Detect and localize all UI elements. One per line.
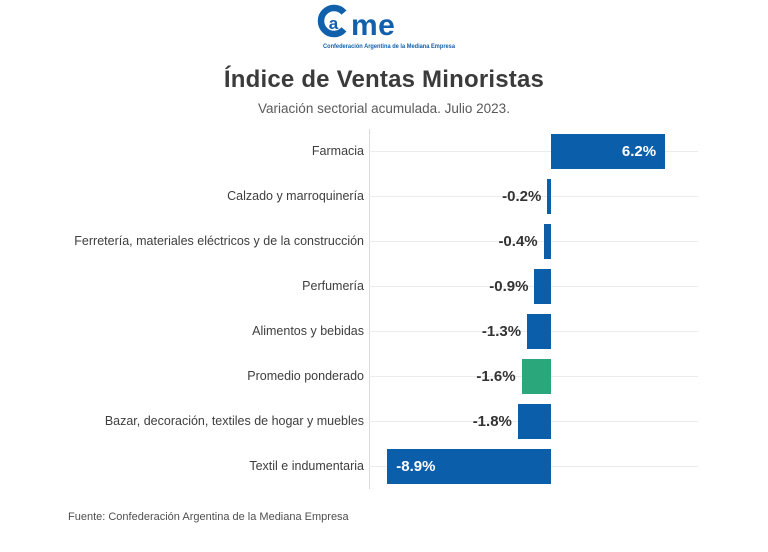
gridline [369,286,698,287]
bar [551,134,666,169]
category-label: Textil e indumentaria [249,459,364,474]
value-label: -0.4% [498,233,538,250]
header: a me Confederación Argentina de la Media… [0,0,768,116]
source-note: Fuente: Confederación Argentina de la Me… [68,511,349,523]
bar-chart: Farmacia 6.2% Calzado y marroquinería -0.2%… [0,129,768,489]
category-label: Ferretería, materiales eléctricos y de l… [74,234,364,249]
chart-subtitle: Variación sectorial acumulada. Julio 202… [258,101,510,116]
bar [387,449,551,484]
bar [534,269,551,304]
value-label: -1.6% [476,368,516,385]
category-axis-line [369,129,370,489]
came-logo: a me Confederación Argentina de la Media… [317,4,457,57]
logo-c-arc [317,4,347,38]
value-label: -0.9% [489,278,529,295]
chart-row: Bazar, decoración, textiles de hogar y m… [0,399,768,444]
category-label: Perfumería [302,279,364,294]
bar [547,179,551,214]
chart-title: Índice de Ventas Minoristas [223,66,545,93]
value-label: -1.8% [472,413,512,430]
bar [521,359,551,394]
value-label: -0.2% [502,188,542,205]
gridline [369,151,698,152]
logo-letters-me: me [351,9,395,42]
category-label: Bazar, decoración, textiles de hogar y m… [104,414,364,429]
logo-tagline: Confederación Argentina de la Mediana Em… [323,43,455,50]
value-label: 6.2% [621,143,657,160]
category-label: Promedio ponderado [247,369,364,384]
chart-row: Promedio ponderado -1.6% [0,354,768,399]
category-label: Alimentos y bebidas [252,324,364,339]
bar [543,224,551,259]
chart-row: Farmacia 6.2% [0,129,768,174]
bar [527,314,551,349]
chart-row: Perfumería -0.9% [0,264,768,309]
chart-row: Alimentos y bebidas -1.3% [0,309,768,354]
logo-letter-a: a [329,14,339,33]
bar [517,404,551,439]
gridline [369,241,698,242]
value-label: -8.9% [396,458,436,475]
category-label: Calzado y marroquinería [227,189,364,204]
came-logo-graphic: a me Confederación Argentina de la Media… [317,4,455,50]
value-label: -1.3% [481,323,522,340]
chart-row: Ferretería, materiales eléctricos y de l… [0,219,768,264]
gridline [369,196,698,197]
category-label: Farmacia [311,144,364,159]
chart-row: Calzado y marroquinería -0.2% [0,174,768,219]
chart-row: Textil e indumentaria -8.9% [0,444,768,489]
